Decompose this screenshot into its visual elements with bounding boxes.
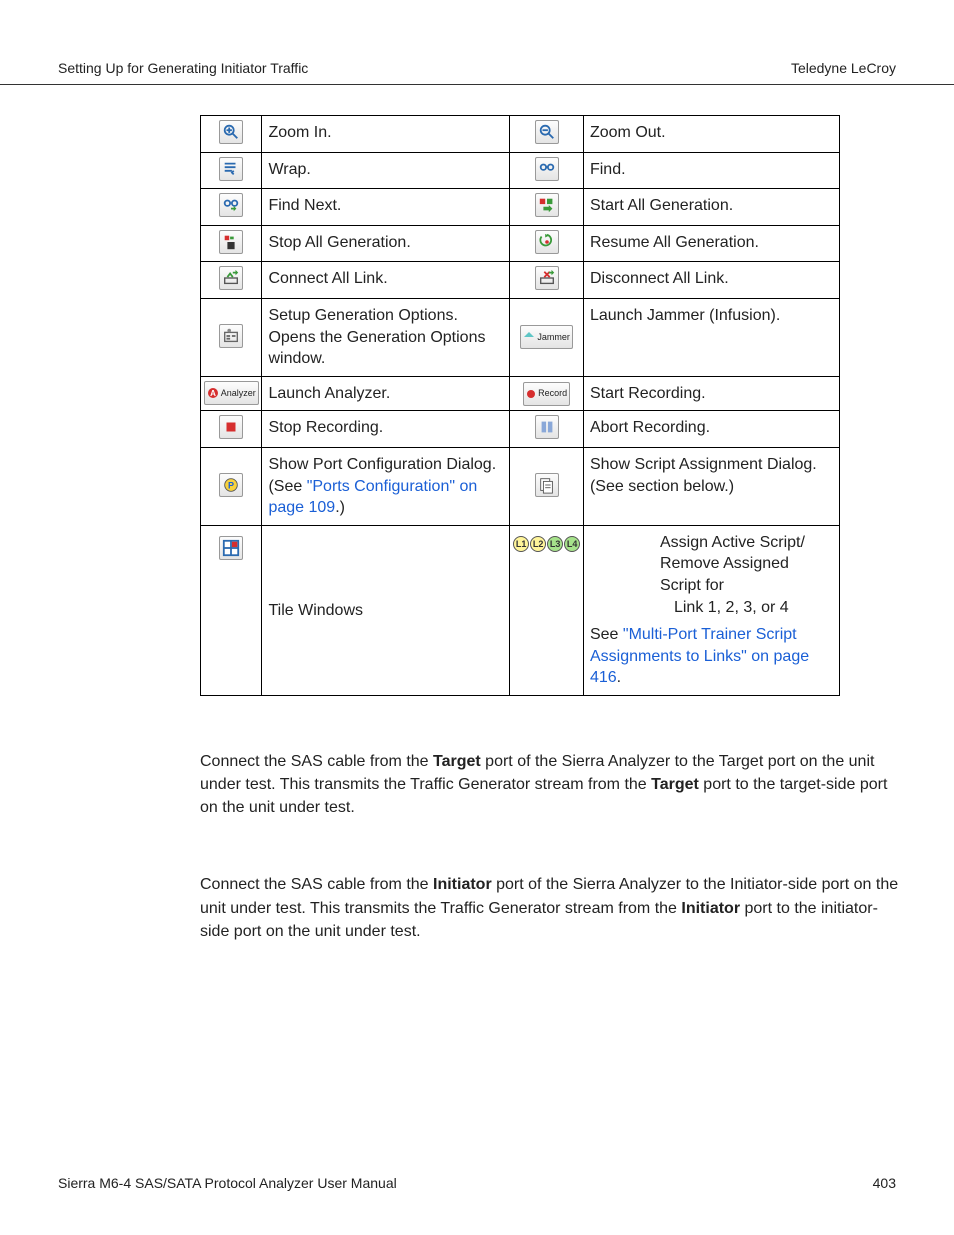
cell-text: Start All Generation. <box>590 197 733 214</box>
zoom-out-icon <box>535 120 559 144</box>
resume-all-icon <box>535 230 559 254</box>
script-assign-icon <box>535 473 559 497</box>
disconnect-all-icon <box>535 266 559 290</box>
table-row: P Show Port Configuration Dialog. (See "… <box>201 447 840 525</box>
port-config-icon: P <box>219 473 243 497</box>
setup-gen-icon <box>219 324 243 348</box>
link-badge-l1: L1 <box>513 536 529 552</box>
link-badge-l4: L4 <box>564 536 580 552</box>
table-row: Zoom In. Zoom Out. <box>201 116 840 153</box>
link-assign-icons: L1 L2 L3 L4 <box>512 536 581 552</box>
header-right: Teledyne LeCroy <box>791 60 896 76</box>
abort-rec-icon <box>535 415 559 439</box>
table-row: Tile Windows L1 L2 L3 L4 Assign Active S… <box>201 525 840 695</box>
zoom-in-icon <box>219 120 243 144</box>
cell-text: Find Next. <box>268 197 341 214</box>
table-row: Stop All Generation. Resume All Generati… <box>201 225 840 262</box>
multi-port-link-line: See "Multi-Port Trainer Script Assignmen… <box>590 624 833 689</box>
paragraph-initiator: Connect the SAS cable from the Initiator… <box>200 873 900 943</box>
table-row: Setup Generation Options. Opens the Gene… <box>201 298 840 376</box>
svg-text:A: A <box>210 389 216 398</box>
toolbar-reference-table: Zoom In. Zoom Out. Wrap. Find. Find Next… <box>200 115 840 696</box>
page-header: Setting Up for Generating Initiator Traf… <box>0 0 954 85</box>
footer-left: Sierra M6-4 SAS/SATA Protocol Analyzer U… <box>58 1175 397 1191</box>
cell-text: Setup Generation Options. Opens the Gene… <box>268 307 485 367</box>
analyzer-icon: A Analyzer <box>204 381 259 405</box>
analyzer-label: Analyzer <box>221 387 256 399</box>
cell-text: Stop All Generation. <box>268 234 410 251</box>
cell-text: Zoom In. <box>268 124 331 141</box>
multi-port-link[interactable]: "Multi-Port Trainer Script Assignments t… <box>590 626 809 686</box>
cell-text: Resume All Generation. <box>590 234 759 251</box>
cell-text: Abort Recording. <box>590 419 710 436</box>
wrap-icon <box>219 157 243 181</box>
footer-page-number: 403 <box>873 1175 896 1191</box>
table-row: Wrap. Find. <box>201 152 840 189</box>
table-row: Find Next. Start All Generation. <box>201 189 840 226</box>
cell-text: Start Recording. <box>590 385 706 402</box>
cell-text: Connect All Link. <box>268 270 387 287</box>
find-icon <box>535 157 559 181</box>
cell-text: Launch Analyzer. <box>268 385 390 402</box>
cell-text-suffix: .) <box>335 499 345 516</box>
tile-windows-icon <box>219 536 243 560</box>
find-next-icon <box>219 193 243 217</box>
page-footer: Sierra M6-4 SAS/SATA Protocol Analyzer U… <box>58 1175 896 1191</box>
link-badge-l2: L2 <box>530 536 546 552</box>
cell-text: Show Script Assignment Dialog. (See sect… <box>590 456 817 495</box>
link-badge-l3: L3 <box>547 536 563 552</box>
record-icon: Record <box>523 382 570 406</box>
table-row: Stop Recording. Abort Recording. <box>201 411 840 448</box>
stop-all-icon <box>219 230 243 254</box>
record-label: Record <box>538 387 567 399</box>
jammer-label: Jammer <box>537 331 570 343</box>
cell-text: Tile Windows <box>268 602 363 619</box>
cell-text: Stop Recording. <box>268 419 383 436</box>
stop-rec-icon <box>219 415 243 439</box>
header-left: Setting Up for Generating Initiator Traf… <box>58 60 308 76</box>
table-row: Connect All Link. Disconnect All Link. <box>201 262 840 299</box>
paragraph-target: Connect the SAS cable from the Target po… <box>200 750 900 820</box>
svg-text:P: P <box>228 480 234 490</box>
jammer-icon: Jammer <box>520 325 573 349</box>
cell-text: Zoom Out. <box>590 124 666 141</box>
cell-text: Find. <box>590 161 626 178</box>
start-all-icon <box>535 193 559 217</box>
assign-script-text: Assign Active Script/ Remove Assigned Sc… <box>590 532 833 618</box>
connect-all-icon <box>219 266 243 290</box>
cell-text: Launch Jammer (Infusion). <box>590 307 780 324</box>
cell-text: Disconnect All Link. <box>590 270 729 287</box>
cell-text: Wrap. <box>268 161 310 178</box>
table-row: A Analyzer Launch Analyzer. Record Start… <box>201 376 840 411</box>
